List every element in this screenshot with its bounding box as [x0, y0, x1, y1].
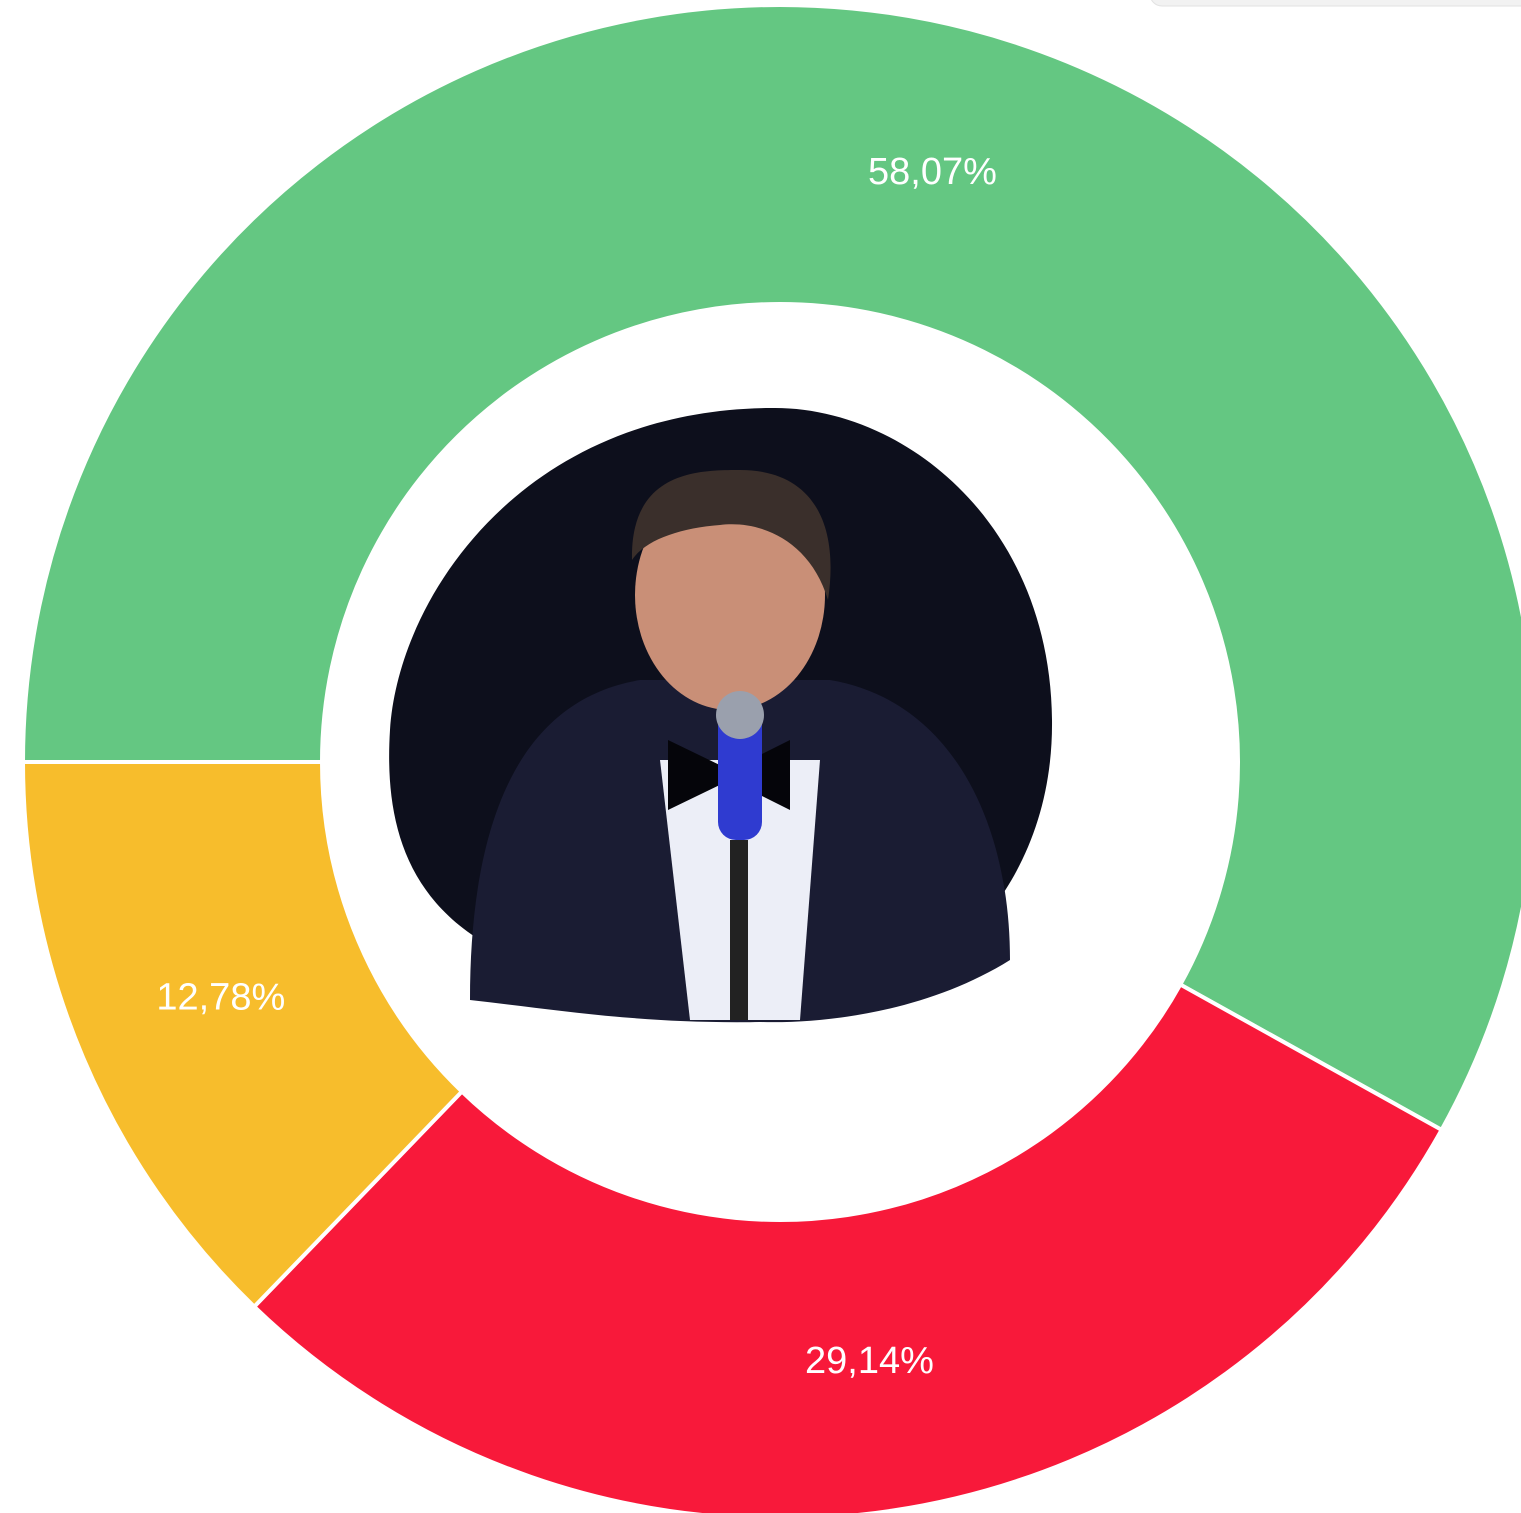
slices: [20, 3, 1521, 1513]
value-label: 12,78%: [156, 976, 285, 1018]
slice: [251, 981, 1445, 1513]
slice: [20, 760, 465, 1310]
value-label: 29,14%: [805, 1340, 934, 1382]
labels: 58,07% 29,14% 12,78%: [156, 151, 997, 1382]
center-photo: [389, 407, 1053, 1023]
slice: [20, 3, 1521, 1133]
top-bar: [1151, 0, 1521, 7]
value-label: 58,07%: [868, 151, 997, 193]
